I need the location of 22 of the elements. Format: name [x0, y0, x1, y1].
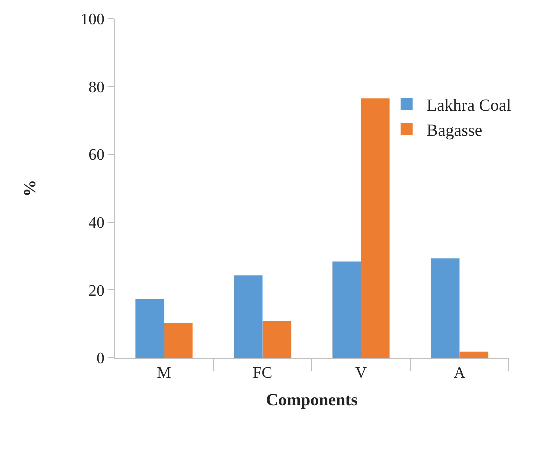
y-tick-label: 20	[88, 282, 105, 300]
x-tick-label: FC	[252, 365, 273, 382]
y-axis-title: %	[20, 180, 40, 197]
bar	[164, 323, 193, 358]
x-tick-label: A	[454, 365, 466, 382]
x-tick-label: M	[157, 365, 172, 382]
legend-label: Lakhra Coal	[426, 96, 512, 115]
x-axis-title: Components	[266, 390, 358, 410]
y-tick-label: 0	[96, 350, 105, 368]
y-tick-label: 40	[88, 215, 105, 232]
y-tick-label: 60	[88, 147, 105, 164]
bar	[361, 98, 390, 358]
bar	[431, 258, 460, 358]
bar	[460, 352, 488, 358]
legend-label: Bagasse	[426, 121, 483, 140]
bar	[262, 321, 292, 358]
y-tick-label: 80	[88, 79, 105, 96]
x-tick-label: V	[355, 365, 368, 382]
bar	[234, 276, 263, 358]
bar	[332, 262, 362, 358]
y-tick-label: 100	[80, 12, 105, 29]
bar	[136, 299, 164, 358]
